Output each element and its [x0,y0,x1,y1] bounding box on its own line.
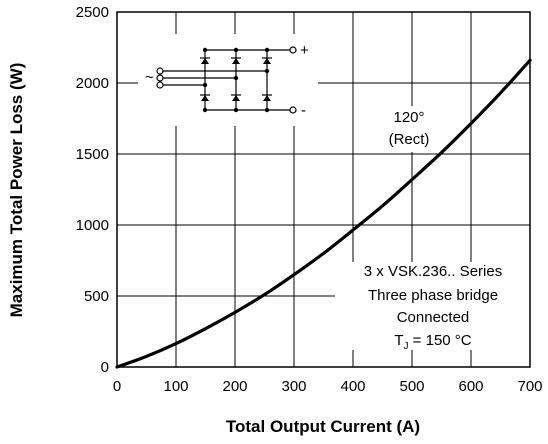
x-tick-label: 200 [222,378,247,395]
device-connected-label: Connected [397,309,470,326]
x-axis-title: Total Output Current (A) [226,417,420,436]
x-tick-label: 600 [458,378,483,395]
data-series [115,58,532,369]
x-tick-label: 300 [281,378,306,395]
power-loss-curve [115,58,532,369]
x-tick-label: 700 [517,378,542,395]
y-axis-title: Maximum Total Power Loss (W) [7,63,26,318]
circuit-ac-label: ~ [145,69,154,86]
circuit-minus-label: - [301,102,306,119]
circuit-inset-background [138,34,318,126]
device-series-label: 3 x VSK.236.. Series [364,263,502,280]
tick-labels: 0 100 200 300 400 500 600 700 0 500 1000 1500 2000 25… [76,4,543,395]
x-tick-label: 0 [113,378,121,395]
device-note-background [335,262,535,350]
device-config-label: Three phase bridge [368,287,498,304]
y-tick-label: 2500 [76,4,109,21]
y-tick-label: 1000 [76,217,109,234]
curve-label-angle: 120° [393,109,424,126]
y-tick-label: 500 [84,288,109,305]
curve-label-background [376,106,442,152]
y-tick-label: 2000 [76,75,109,92]
y-tick-label: 1500 [76,146,109,163]
x-tick-label: 100 [163,378,188,395]
bridge-circuit-schematic: + - ~ [145,42,309,119]
circuit-plus-label: + [300,42,309,59]
y-tick-label: 0 [101,359,109,376]
curve-label-type: (Rect) [389,131,430,148]
x-tick-label: 500 [399,378,424,395]
plot-frame [116,11,531,368]
junction-temperature-label: TJ = 150 °C [394,332,471,352]
x-tick-label: 400 [340,378,365,395]
